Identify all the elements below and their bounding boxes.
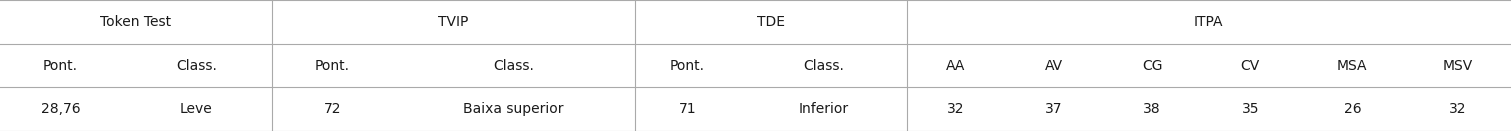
Text: MSV: MSV: [1443, 59, 1473, 72]
Text: AA: AA: [946, 59, 966, 72]
Text: ITPA: ITPA: [1194, 15, 1224, 29]
Text: CV: CV: [1241, 59, 1260, 72]
Text: Pont.: Pont.: [669, 59, 706, 72]
Text: 37: 37: [1046, 102, 1062, 116]
Text: Token Test: Token Test: [100, 15, 172, 29]
Text: Leve: Leve: [180, 102, 213, 116]
Text: TDE: TDE: [757, 15, 784, 29]
Text: 28,76: 28,76: [41, 102, 80, 116]
Text: 32: 32: [1449, 102, 1467, 116]
Text: Pont.: Pont.: [314, 59, 351, 72]
Text: Class.: Class.: [175, 59, 218, 72]
Text: Class.: Class.: [802, 59, 845, 72]
Text: TVIP: TVIP: [438, 15, 468, 29]
Text: Inferior: Inferior: [798, 102, 849, 116]
Text: 38: 38: [1144, 102, 1160, 116]
Text: MSA: MSA: [1337, 59, 1367, 72]
Text: 32: 32: [947, 102, 964, 116]
Text: Pont.: Pont.: [42, 59, 79, 72]
Text: 35: 35: [1242, 102, 1259, 116]
Text: 71: 71: [678, 102, 697, 116]
Text: CG: CG: [1142, 59, 1162, 72]
Text: AV: AV: [1046, 59, 1062, 72]
Text: 26: 26: [1343, 102, 1361, 116]
Text: 72: 72: [323, 102, 341, 116]
Text: Class.: Class.: [493, 59, 535, 72]
Text: Baixa superior: Baixa superior: [464, 102, 564, 116]
